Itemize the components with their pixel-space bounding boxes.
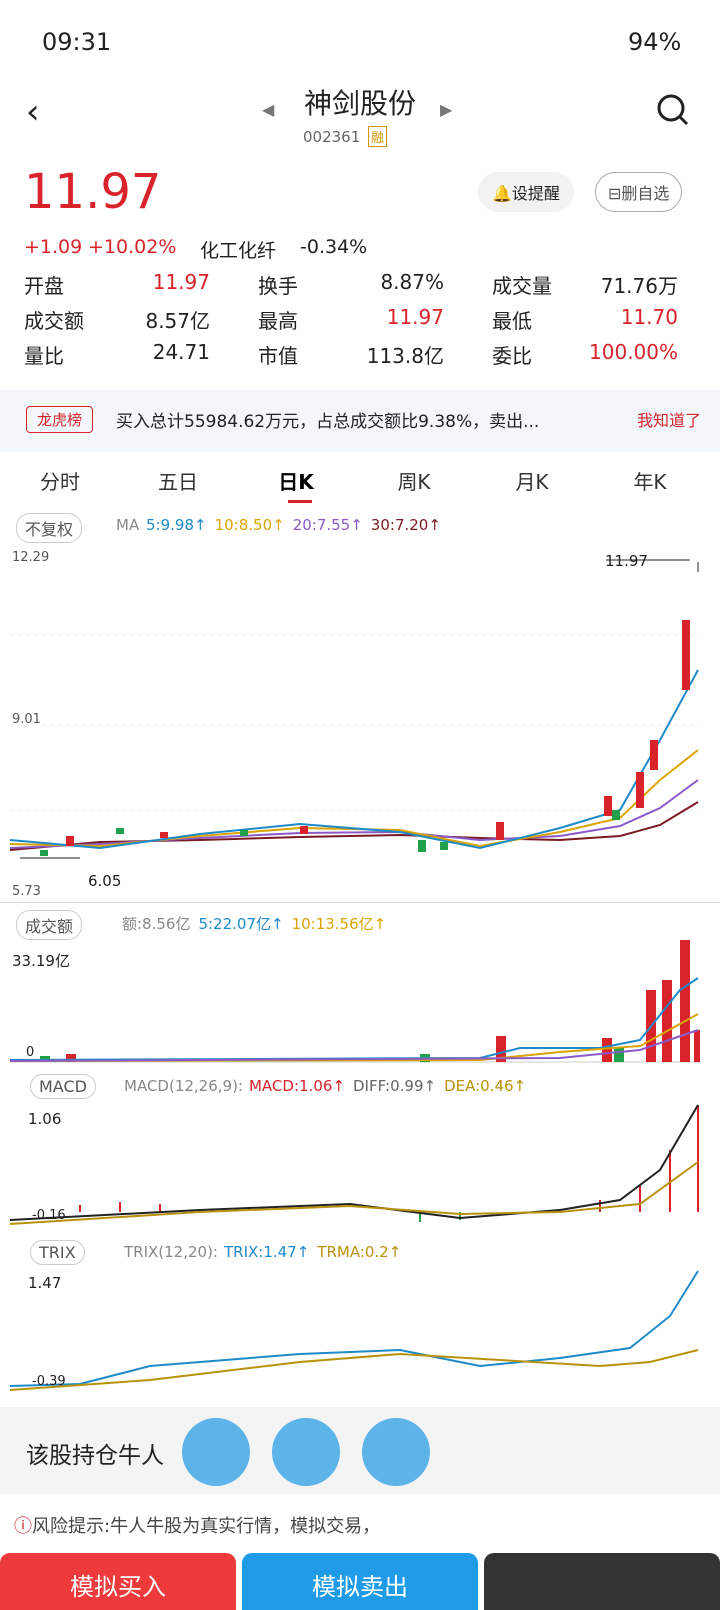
volume-name[interactable]: 成交额	[16, 910, 83, 940]
indicator-item: DEA:0.46↑	[444, 1077, 527, 1095]
stat-label: 量比	[24, 344, 64, 368]
search[interactable]	[655, 92, 691, 128]
stat-label: 成交量	[492, 274, 552, 298]
tab[interactable]: 月K	[515, 470, 549, 494]
holders-title: 该股持仓牛人	[26, 1443, 164, 1469]
stat-value: 71.76万	[600, 274, 678, 298]
tab[interactable]: 分时	[40, 470, 80, 494]
change: +1.09	[24, 236, 83, 258]
stat-value: 100.00%	[589, 340, 678, 364]
tab[interactable]: 周K	[397, 470, 431, 494]
notice-band	[0, 390, 720, 452]
notice-tag: 龙虎榜	[26, 406, 94, 433]
k-axis: 12.29	[12, 550, 50, 565]
notice-text: 买入总计55984.62万元，占总成交额比9.38%，卖出...	[116, 412, 540, 432]
indicator-params: MACD(12,26,9):	[124, 1077, 243, 1095]
indicator-item: 额:8.56亿	[122, 915, 191, 933]
time: 09:31	[42, 28, 112, 56]
code: 002361	[303, 128, 361, 146]
back[interactable]: ‹	[26, 92, 40, 132]
stat-label: 委比	[492, 344, 532, 368]
stat-label: 市值	[258, 344, 298, 368]
indicator-item: DIFF:0.99↑	[352, 1077, 437, 1095]
indicator-item: 10:13.56亿↑	[291, 915, 387, 933]
trix-chart	[9, 1270, 699, 1391]
risk: ⓘ风险提示:牛人牛股为真实行情，模拟交易，	[14, 1516, 381, 1537]
remove-label: 删自选	[621, 184, 670, 203]
stat-value: 24.71	[152, 340, 210, 364]
next[interactable]: ▶	[440, 100, 453, 119]
indicator-item: MACD:1.06↑	[248, 1077, 345, 1095]
title: 神剑股份	[303, 87, 416, 120]
stat-value: 8.87%	[380, 270, 444, 294]
volume-chart	[9, 940, 700, 1063]
sector-pct: -0.34%	[300, 236, 368, 258]
k-axis: 5.73	[12, 884, 41, 899]
stat-value: 11.70	[620, 305, 678, 329]
remove-button[interactable]: ⊟删自选	[595, 172, 683, 212]
volume-axis: 33.19亿	[12, 952, 70, 970]
ma: MA	[116, 516, 140, 534]
k-axis: 9.01	[12, 712, 41, 727]
low-label: 6.05	[88, 872, 122, 890]
alert-label: 设提醒	[511, 184, 560, 203]
ma-item: 20:7.55↑	[292, 516, 363, 534]
more-button[interactable]	[484, 1553, 720, 1610]
prev[interactable]: ◀	[262, 100, 275, 119]
battery: 94%	[628, 28, 682, 56]
tab[interactable]: 日K	[278, 470, 314, 494]
ma-item: 30:7.20↑	[370, 516, 441, 534]
macd-name[interactable]: MACD	[30, 1074, 96, 1099]
tab[interactable]: 五日	[158, 470, 198, 494]
buy-button[interactable]: 模拟买入	[0, 1553, 236, 1610]
alert-button[interactable]: 🔔设提醒	[478, 172, 574, 212]
indicator-item: 5:22.07亿↑	[198, 915, 284, 933]
sell-button[interactable]: 模拟卖出	[242, 1553, 478, 1610]
sector: 化工化纤	[200, 240, 277, 262]
macd-axis: -0.16	[32, 1208, 66, 1223]
trix-name[interactable]: TRIX	[30, 1240, 85, 1265]
holders-band	[0, 1407, 720, 1494]
indicator-item: TRIX:1.47↑	[223, 1243, 310, 1261]
tab[interactable]: 年K	[633, 470, 667, 494]
avatar[interactable]	[182, 1418, 250, 1486]
notice-action[interactable]: 我知道了	[637, 411, 702, 430]
avatar[interactable]	[272, 1418, 340, 1486]
avatar[interactable]	[362, 1418, 430, 1486]
change-pct: +10.02%	[88, 236, 177, 258]
tag: 融	[368, 126, 388, 147]
stat-value: 11.97	[152, 270, 210, 294]
stat-value: 11.97	[386, 305, 444, 329]
kline-chart	[9, 559, 700, 859]
trix-axis: -0.39	[32, 1374, 66, 1389]
stat-value: 8.57亿	[145, 309, 210, 333]
stat-label: 成交额	[24, 309, 84, 333]
ma-item: 5:9.98↑	[146, 516, 207, 534]
risk-text: 风险提示:牛人牛股为真实行情，模拟交易，	[32, 1516, 381, 1537]
volume-axis: 0	[26, 1045, 35, 1060]
indicator-params: TRIX(12,20):	[124, 1243, 218, 1261]
high-label: 11.97	[605, 552, 648, 570]
indicator-item: TRMA:0.2↑	[317, 1243, 402, 1261]
price: 11.97	[24, 164, 162, 220]
stat-label: 换手	[258, 274, 298, 298]
ma-item: 10:8.50↑	[214, 516, 285, 534]
tab-underline	[288, 500, 312, 503]
stat-label: 最高	[258, 309, 298, 333]
macd-chart	[9, 1104, 699, 1225]
stat-value: 113.8亿	[366, 344, 444, 368]
macd-axis: 1.06	[28, 1110, 62, 1128]
trix-axis: 1.47	[28, 1274, 62, 1292]
stat-label: 最低	[492, 309, 532, 333]
adjust[interactable]: 不复权	[16, 513, 83, 543]
stat-label: 开盘	[24, 274, 64, 298]
